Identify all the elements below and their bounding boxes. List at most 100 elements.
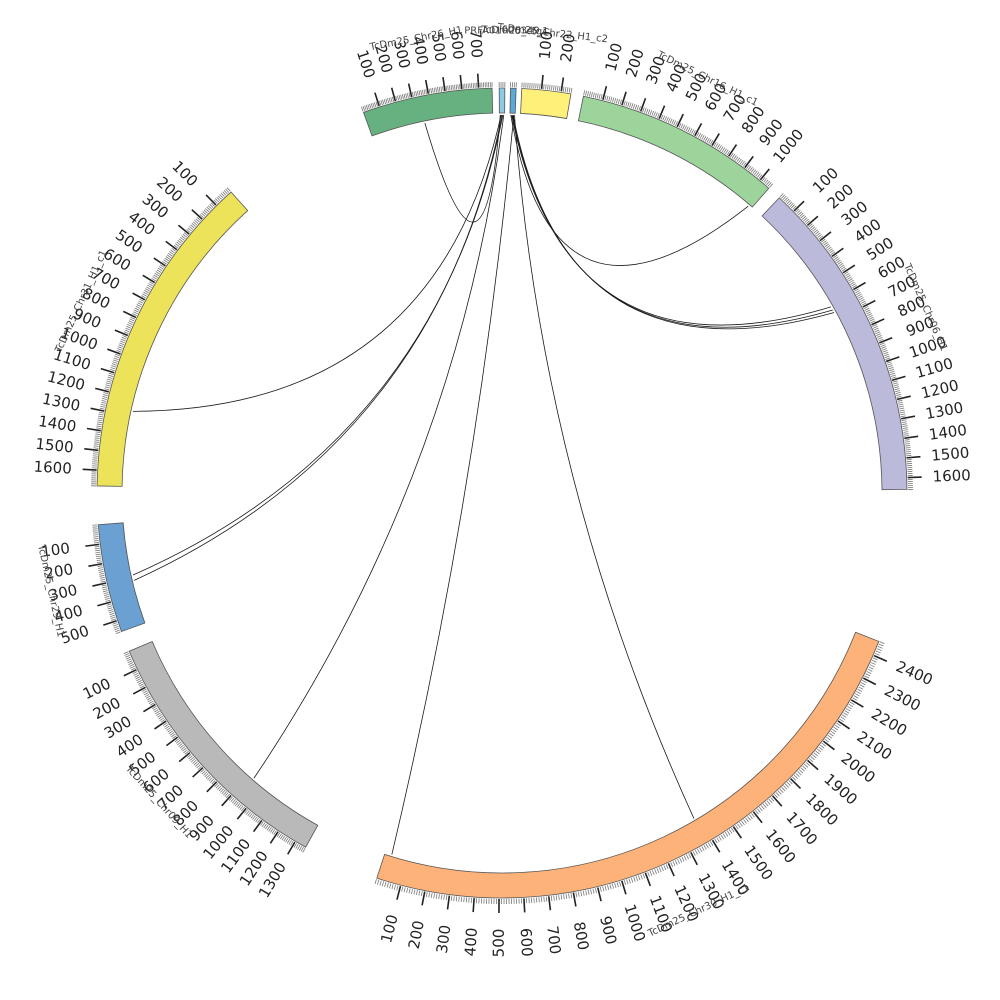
minor-tick [197, 765, 202, 770]
minor-tick [97, 421, 103, 424]
minor-tick [172, 735, 177, 739]
minor-tick [903, 435, 910, 437]
minor-tick [100, 578, 106, 581]
major-tick [639, 97, 647, 112]
minor-tick [97, 419, 103, 422]
minor-tick [418, 890, 421, 896]
minor-tick [904, 439, 910, 441]
minor-tick [95, 553, 101, 556]
minor-tick [845, 708, 851, 712]
minor-tick [815, 750, 820, 755]
minor-tick [159, 264, 165, 268]
minor-tick [98, 571, 104, 573]
minor-tick [95, 549, 101, 552]
minor-tick [290, 840, 294, 846]
tick-label: 1400 [37, 412, 77, 436]
minor-tick [403, 93, 406, 99]
minor-tick [640, 874, 643, 880]
major-tick [252, 819, 263, 833]
minor-tick [887, 365, 893, 368]
major-tick [597, 887, 602, 902]
minor-tick [143, 692, 149, 696]
minor-tick [764, 179, 769, 184]
tick-label: 400 [461, 927, 481, 957]
minor-tick [889, 368, 895, 372]
minor-tick [137, 302, 143, 306]
minor-tick [146, 697, 152, 701]
major-tick [752, 811, 763, 824]
minor-tick [741, 160, 745, 166]
minor-tick [273, 830, 277, 835]
minor-tick [894, 386, 900, 389]
minor-tick [167, 252, 173, 257]
minor-tick [375, 101, 378, 107]
minor-tick [893, 384, 899, 387]
minor-tick [547, 84, 549, 90]
minor-tick [873, 327, 879, 331]
minor-tick [830, 730, 836, 735]
link-prfa-chr31 [132, 114, 502, 412]
minor-tick [454, 84, 456, 90]
minor-tick [440, 894, 443, 900]
minor-tick [95, 431, 101, 434]
minor-tick [175, 740, 181, 744]
minor-tick [749, 814, 753, 820]
tick-label: 1600 [932, 466, 971, 485]
links-layer [132, 114, 835, 855]
minor-tick [560, 894, 563, 900]
minor-tick [750, 168, 755, 173]
minor-tick [880, 344, 886, 347]
minor-tick [728, 829, 733, 834]
minor-tick [545, 84, 547, 90]
minor-tick [255, 817, 259, 823]
major-tick [789, 778, 802, 790]
minor-tick [206, 206, 211, 211]
minor-tick [663, 865, 667, 871]
minor-tick [125, 656, 131, 660]
minor-tick [647, 871, 650, 877]
minor-tick [830, 251, 836, 256]
minor-tick [113, 625, 119, 629]
minor-tick [225, 793, 230, 799]
minor-tick [865, 309, 871, 313]
minor-tick [836, 722, 841, 727]
minor-tick [265, 824, 269, 830]
tick-label: 2300 [881, 681, 923, 714]
minor-tick [636, 105, 640, 111]
minor-tick [642, 873, 646, 879]
minor-tick [106, 603, 112, 606]
minor-tick [786, 781, 791, 786]
minor-tick [162, 722, 168, 726]
minor-tick [792, 776, 797, 781]
minor-tick [215, 784, 220, 789]
minor-tick [599, 886, 602, 892]
chromosome-name-ctg: TcDm25_ctg1 [480, 25, 548, 38]
minor-tick [818, 235, 823, 240]
minor-tick [244, 809, 249, 814]
minor-tick [625, 101, 628, 107]
minor-tick [760, 805, 765, 810]
major-tick [728, 144, 738, 157]
minor-tick [784, 783, 790, 788]
minor-tick [288, 839, 292, 845]
major-tick [103, 619, 117, 626]
minor-tick [158, 715, 164, 720]
major-tick [658, 105, 666, 119]
chromosome-chr06 [761, 197, 908, 491]
minor-tick [370, 103, 374, 109]
minor-tick [592, 888, 595, 894]
link-ctg-chr30 [391, 115, 515, 855]
minor-tick [825, 245, 831, 249]
minor-tick [594, 888, 597, 894]
minor-tick [113, 624, 119, 627]
minor-tick [256, 818, 261, 824]
minor-tick [758, 806, 763, 812]
minor-tick [582, 890, 585, 896]
minor-tick [180, 236, 185, 241]
link-ctg-chr16 [510, 115, 749, 266]
minor-tick [406, 887, 409, 893]
tick-label: 1300 [924, 398, 965, 423]
minor-tick [445, 85, 448, 91]
major-tick [896, 395, 911, 401]
minor-tick [899, 411, 906, 414]
